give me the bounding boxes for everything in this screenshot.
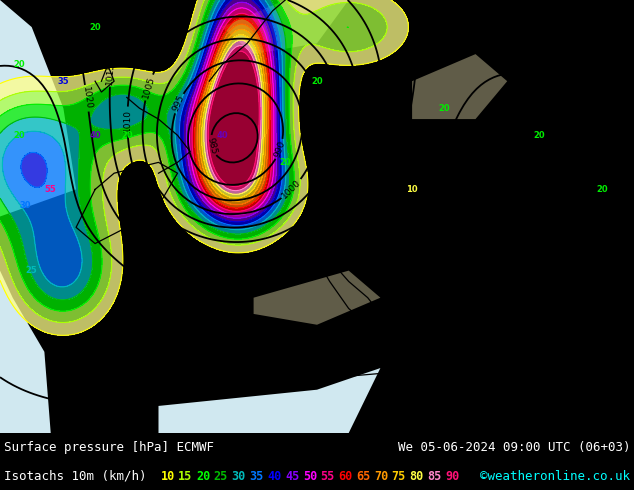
Text: 40: 40: [89, 131, 101, 140]
Text: 1015: 1015: [105, 61, 116, 85]
Polygon shape: [222, 0, 349, 54]
Text: 20: 20: [196, 470, 210, 483]
Text: 60: 60: [339, 470, 353, 483]
Text: 995: 995: [171, 94, 186, 113]
Text: 10: 10: [160, 470, 174, 483]
Text: 30: 30: [20, 201, 31, 210]
Text: We 05-06-2024 09:00 UTC (06+03): We 05-06-2024 09:00 UTC (06+03): [398, 441, 630, 454]
Text: 45: 45: [285, 470, 299, 483]
Text: 20: 20: [13, 60, 25, 70]
Text: 1010: 1010: [123, 109, 132, 132]
Text: 50: 50: [302, 470, 317, 483]
Text: 55: 55: [321, 470, 335, 483]
Polygon shape: [0, 270, 51, 433]
Text: 20: 20: [121, 131, 133, 140]
Polygon shape: [158, 368, 380, 433]
Text: 10: 10: [406, 185, 418, 194]
Text: 40: 40: [267, 470, 281, 483]
Text: 20: 20: [89, 23, 101, 31]
Text: 20: 20: [13, 131, 25, 140]
Text: 65: 65: [356, 470, 370, 483]
Text: Isotachs 10m (km/h): Isotachs 10m (km/h): [4, 470, 146, 483]
Text: 90: 90: [445, 470, 459, 483]
Text: 20: 20: [280, 158, 291, 167]
Text: 15: 15: [178, 470, 193, 483]
Text: 55: 55: [45, 185, 56, 194]
Text: 985: 985: [205, 136, 218, 155]
Text: 75: 75: [392, 470, 406, 483]
Polygon shape: [0, 0, 76, 217]
Text: 20: 20: [311, 77, 323, 86]
Polygon shape: [254, 270, 380, 325]
Text: 70: 70: [374, 470, 388, 483]
Text: 30: 30: [231, 470, 246, 483]
Text: 25: 25: [214, 470, 228, 483]
Text: 1005: 1005: [141, 75, 156, 99]
Text: ©weatheronline.co.uk: ©weatheronline.co.uk: [480, 470, 630, 483]
Text: 1000: 1000: [280, 178, 303, 200]
Polygon shape: [412, 54, 507, 119]
Text: 35: 35: [58, 77, 69, 86]
Text: 990: 990: [273, 140, 287, 159]
Text: 80: 80: [410, 470, 424, 483]
Text: 1025: 1025: [433, 148, 448, 172]
Text: 35: 35: [249, 470, 264, 483]
Text: 20: 20: [438, 104, 450, 113]
Text: Surface pressure [hPa] ECMWF: Surface pressure [hPa] ECMWF: [4, 441, 214, 454]
Text: 85: 85: [427, 470, 441, 483]
Text: 20: 20: [597, 185, 608, 194]
Text: 1025: 1025: [152, 285, 176, 305]
Text: 1020: 1020: [81, 86, 93, 110]
Text: 20: 20: [533, 131, 545, 140]
Text: 25: 25: [26, 266, 37, 275]
Text: 40: 40: [216, 131, 228, 140]
